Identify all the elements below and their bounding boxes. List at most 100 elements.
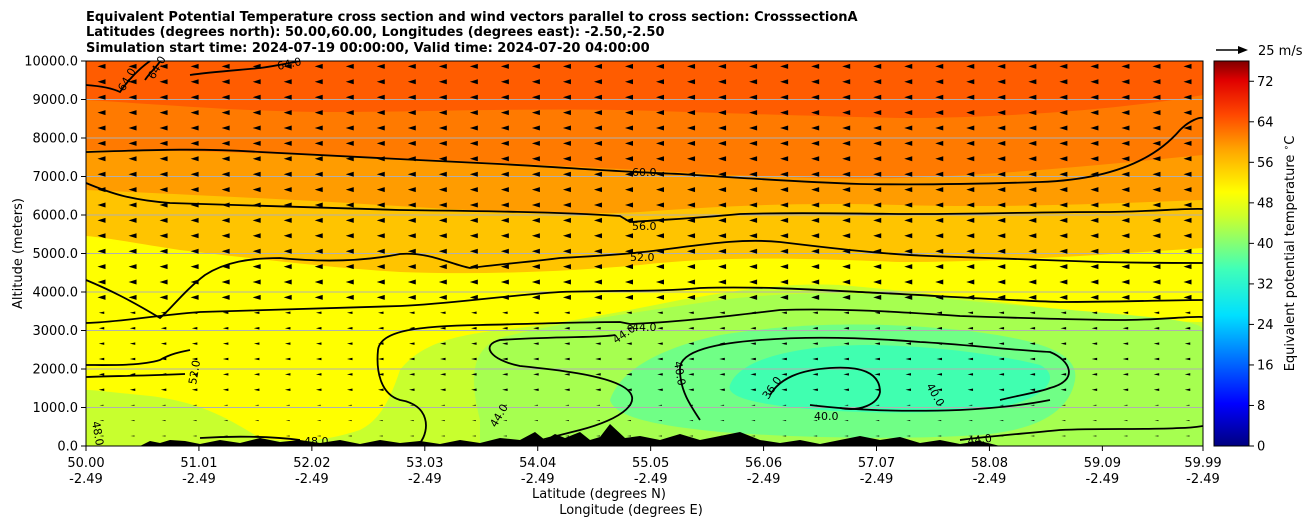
wind-vector: [1092, 404, 1097, 406]
wind-vector: [471, 420, 476, 422]
wind-vector: [812, 388, 818, 392]
wind-vector: [130, 404, 135, 406]
wind-vector: [1152, 217, 1161, 223]
wind-vector: [190, 233, 199, 239]
wind-vector: [253, 357, 260, 361]
wind-vector: [1122, 388, 1129, 392]
wind-vector: [1090, 248, 1099, 254]
wind-vector: [407, 110, 416, 116]
wind-vector: [687, 171, 696, 177]
x-tick-label-lon: -2.49: [521, 472, 555, 487]
wind-vector: [936, 357, 943, 361]
wind-vector: [128, 187, 137, 193]
x-tick-label-lat: 51.01: [180, 456, 217, 471]
wind-vector: [593, 279, 602, 285]
wind-vector: [780, 110, 789, 116]
x-tick-label-lat: 54.04: [519, 456, 556, 471]
wind-vector: [407, 125, 416, 131]
wind-vector: [531, 156, 540, 162]
wind-vector: [502, 420, 507, 422]
x-tick-label-lat: 58.08: [971, 456, 1008, 471]
wind-vector: [1183, 187, 1192, 193]
wind-vector: [905, 357, 911, 361]
x-axis: 50.00-2.4951.01-2.4952.02-2.4953.03-2.49…: [67, 446, 1222, 487]
wind-vector: [1028, 94, 1037, 100]
wind-vector: [1121, 125, 1130, 131]
wind-vector: [1122, 326, 1129, 330]
wind-vector: [1091, 388, 1098, 392]
wind-vector: [656, 63, 665, 69]
wind-vector: [223, 420, 228, 422]
wind-vector: [966, 294, 975, 300]
wind-vector: [998, 357, 1005, 361]
wind-vector: [378, 342, 384, 345]
wind-vector: [997, 156, 1006, 162]
wind-vector: [500, 217, 509, 223]
wind-vector: [781, 388, 787, 392]
wind-vector: [813, 420, 818, 422]
wind-vector: [469, 248, 478, 254]
wind-vector: [407, 202, 416, 208]
wind-vector: [533, 404, 538, 406]
wind-vector: [749, 217, 758, 223]
wind-vector: [252, 140, 261, 146]
wind-vector: [378, 326, 384, 330]
wind-vector: [904, 156, 913, 162]
wind-vector: [533, 326, 539, 330]
wind-vector: [160, 311, 167, 315]
wind-vector: [811, 248, 820, 254]
wind-vector: [130, 435, 135, 437]
wind-vector: [190, 187, 199, 193]
wind-vector: [1059, 125, 1068, 131]
wind-vector: [531, 125, 540, 131]
wind-vector: [222, 357, 229, 361]
wind-vector: [780, 171, 789, 177]
wind-vector: [624, 264, 633, 270]
wind-vector: [160, 373, 167, 376]
wind-vector: [719, 311, 725, 315]
contour-label: 48.0: [89, 420, 106, 446]
wind-vector: [440, 420, 445, 422]
wind-vector: [314, 140, 323, 146]
wind-vector: [130, 420, 135, 422]
wind-vector: [190, 202, 199, 208]
wind-vector: [780, 279, 789, 285]
wind-vector: [842, 248, 851, 254]
wind-vector: [781, 357, 787, 361]
wind-vector: [1029, 357, 1036, 361]
wind-vector: [812, 342, 818, 345]
wind-vector: [811, 217, 820, 223]
wind-vector: [935, 233, 944, 239]
wind-vector: [283, 187, 292, 193]
wind-vector: [593, 63, 602, 69]
wind-vector: [285, 420, 290, 422]
wind-vector: [656, 279, 665, 285]
wind-vector: [1029, 326, 1036, 330]
wind-vector: [471, 357, 477, 361]
wind-vector: [190, 79, 199, 85]
wind-vector: [937, 404, 942, 406]
wind-vector: [688, 357, 694, 361]
y-tick-label: 10000.0: [24, 55, 78, 70]
wind-vector: [626, 311, 632, 315]
wind-vector: [997, 217, 1006, 223]
wind-vector: [98, 342, 105, 345]
wind-vector: [469, 79, 478, 85]
contour-44-c: [86, 373, 186, 378]
wind-vector: [657, 342, 663, 345]
wind-vector: [750, 311, 756, 315]
wind-vector: [624, 187, 633, 193]
wind-vector: [409, 373, 415, 376]
field-band-red-orange: [86, 61, 1203, 118]
wind-vector: [1061, 420, 1066, 422]
wind-vector: [469, 279, 478, 285]
wind-vector: [1123, 435, 1128, 437]
wind-vector: [128, 294, 137, 300]
wind-vector: [471, 373, 477, 376]
wind-vector: [191, 388, 198, 392]
wind-vector: [1028, 63, 1037, 69]
wind-vector: [905, 326, 911, 330]
wind-vector: [252, 171, 261, 177]
wind-vector: [843, 326, 849, 330]
wind-vector: [1091, 311, 1098, 315]
